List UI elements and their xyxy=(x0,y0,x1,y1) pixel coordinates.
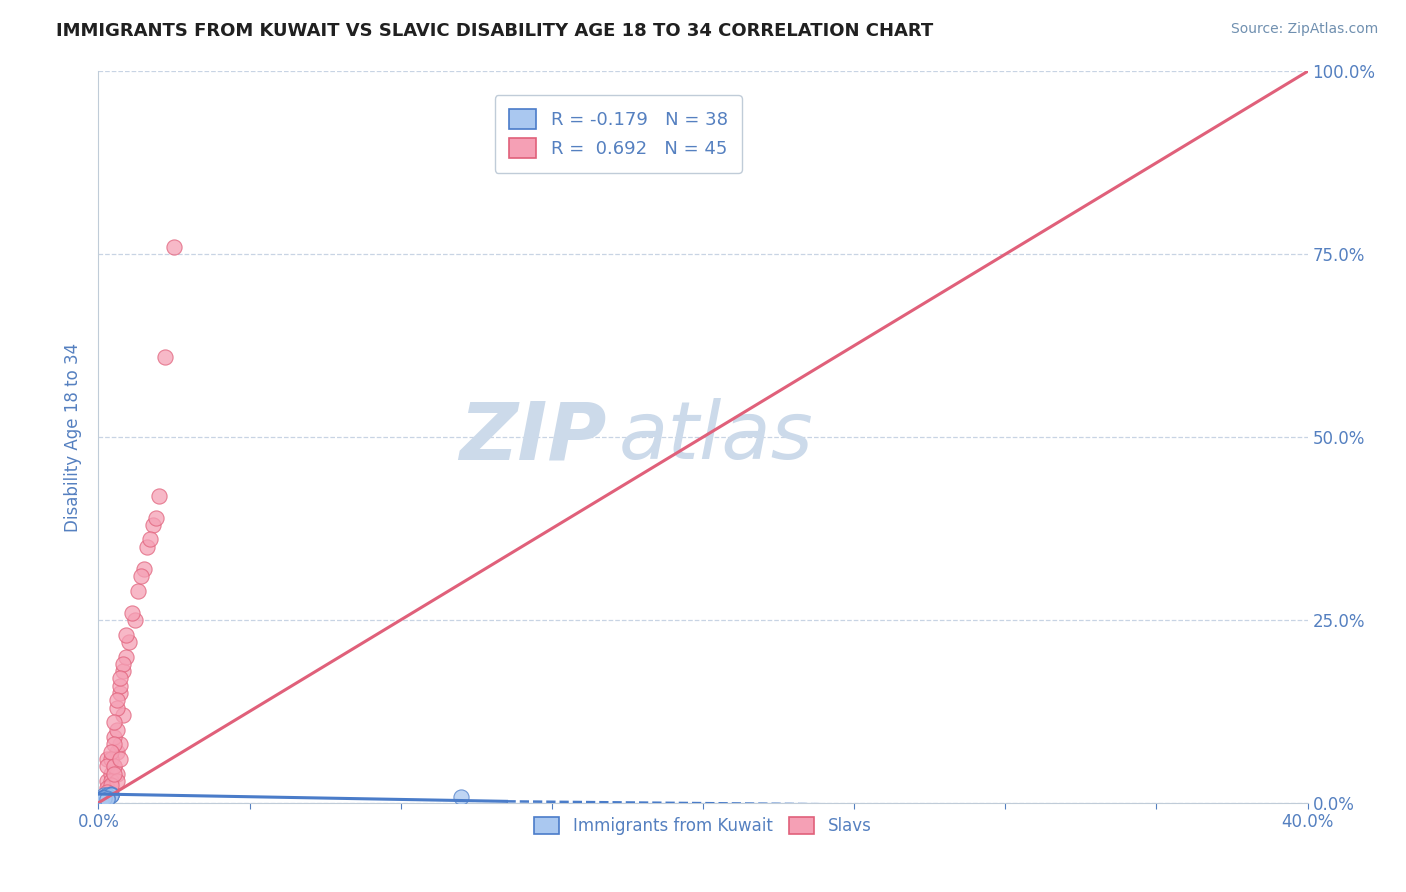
Point xyxy=(93,789,115,803)
Point xyxy=(124,613,146,627)
Point xyxy=(145,510,167,524)
Legend: Immigrants from Kuwait, Slavs: Immigrants from Kuwait, Slavs xyxy=(527,811,879,842)
Point xyxy=(90,793,112,807)
Point xyxy=(90,794,112,808)
Point xyxy=(93,791,115,805)
Point xyxy=(111,664,134,678)
Point xyxy=(103,759,125,773)
Point xyxy=(93,790,115,805)
Point xyxy=(105,723,128,737)
Point xyxy=(96,790,118,805)
Point xyxy=(96,789,118,804)
Point xyxy=(100,788,122,802)
Point xyxy=(103,715,125,730)
Point xyxy=(111,708,134,723)
Point xyxy=(93,791,115,805)
Point xyxy=(108,679,131,693)
Point xyxy=(108,686,131,700)
Text: Source: ZipAtlas.com: Source: ZipAtlas.com xyxy=(1230,22,1378,37)
Point xyxy=(90,794,112,808)
Point xyxy=(103,759,125,773)
Point xyxy=(96,785,118,799)
Y-axis label: Disability Age 18 to 34: Disability Age 18 to 34 xyxy=(65,343,83,532)
Point xyxy=(90,792,112,806)
Point xyxy=(103,730,125,744)
Point xyxy=(100,773,122,788)
Point xyxy=(93,792,115,806)
Point xyxy=(96,781,118,796)
Point xyxy=(129,569,152,583)
Point xyxy=(114,649,136,664)
Point xyxy=(93,791,115,805)
Point xyxy=(100,787,122,801)
Point xyxy=(105,700,128,714)
Text: IMMIGRANTS FROM KUWAIT VS SLAVIC DISABILITY AGE 18 TO 34 CORRELATION CHART: IMMIGRANTS FROM KUWAIT VS SLAVIC DISABIL… xyxy=(56,22,934,40)
Point xyxy=(90,793,112,807)
Point xyxy=(142,517,165,532)
Point xyxy=(103,766,125,780)
Point xyxy=(450,789,472,804)
Point xyxy=(105,766,128,780)
Point xyxy=(121,606,143,620)
Text: ZIP: ZIP xyxy=(458,398,606,476)
Point xyxy=(148,489,170,503)
Point xyxy=(100,752,122,766)
Point xyxy=(96,789,118,803)
Point xyxy=(93,792,115,806)
Point xyxy=(114,627,136,641)
Point xyxy=(96,789,118,804)
Point xyxy=(96,759,118,773)
Point xyxy=(135,540,157,554)
Point xyxy=(108,672,131,686)
Point xyxy=(96,789,118,804)
Point xyxy=(108,737,131,751)
Point xyxy=(96,752,118,766)
Point xyxy=(139,533,162,547)
Point xyxy=(96,791,118,805)
Point xyxy=(118,635,141,649)
Point xyxy=(127,583,149,598)
Text: atlas: atlas xyxy=(619,398,813,476)
Point xyxy=(105,745,128,759)
Point xyxy=(93,789,115,804)
Point xyxy=(96,773,118,788)
Point xyxy=(103,737,125,751)
Point xyxy=(108,752,131,766)
Point xyxy=(96,789,118,804)
Point xyxy=(100,745,122,759)
Point xyxy=(93,790,115,805)
Point xyxy=(96,792,118,806)
Point xyxy=(93,790,115,805)
Point xyxy=(96,789,118,804)
Point xyxy=(111,657,134,671)
Point xyxy=(105,773,128,788)
Point xyxy=(96,791,118,805)
Point xyxy=(105,693,128,707)
Point xyxy=(132,562,155,576)
Point xyxy=(100,778,122,792)
Point xyxy=(100,789,122,803)
Point xyxy=(93,790,115,805)
Point xyxy=(163,240,186,254)
Point xyxy=(100,766,122,780)
Point xyxy=(90,792,112,806)
Point xyxy=(90,794,112,808)
Point xyxy=(153,350,176,364)
Point xyxy=(100,788,122,802)
Point xyxy=(93,790,115,805)
Point xyxy=(90,793,112,807)
Point xyxy=(96,789,118,804)
Point xyxy=(90,794,112,808)
Point xyxy=(90,793,112,807)
